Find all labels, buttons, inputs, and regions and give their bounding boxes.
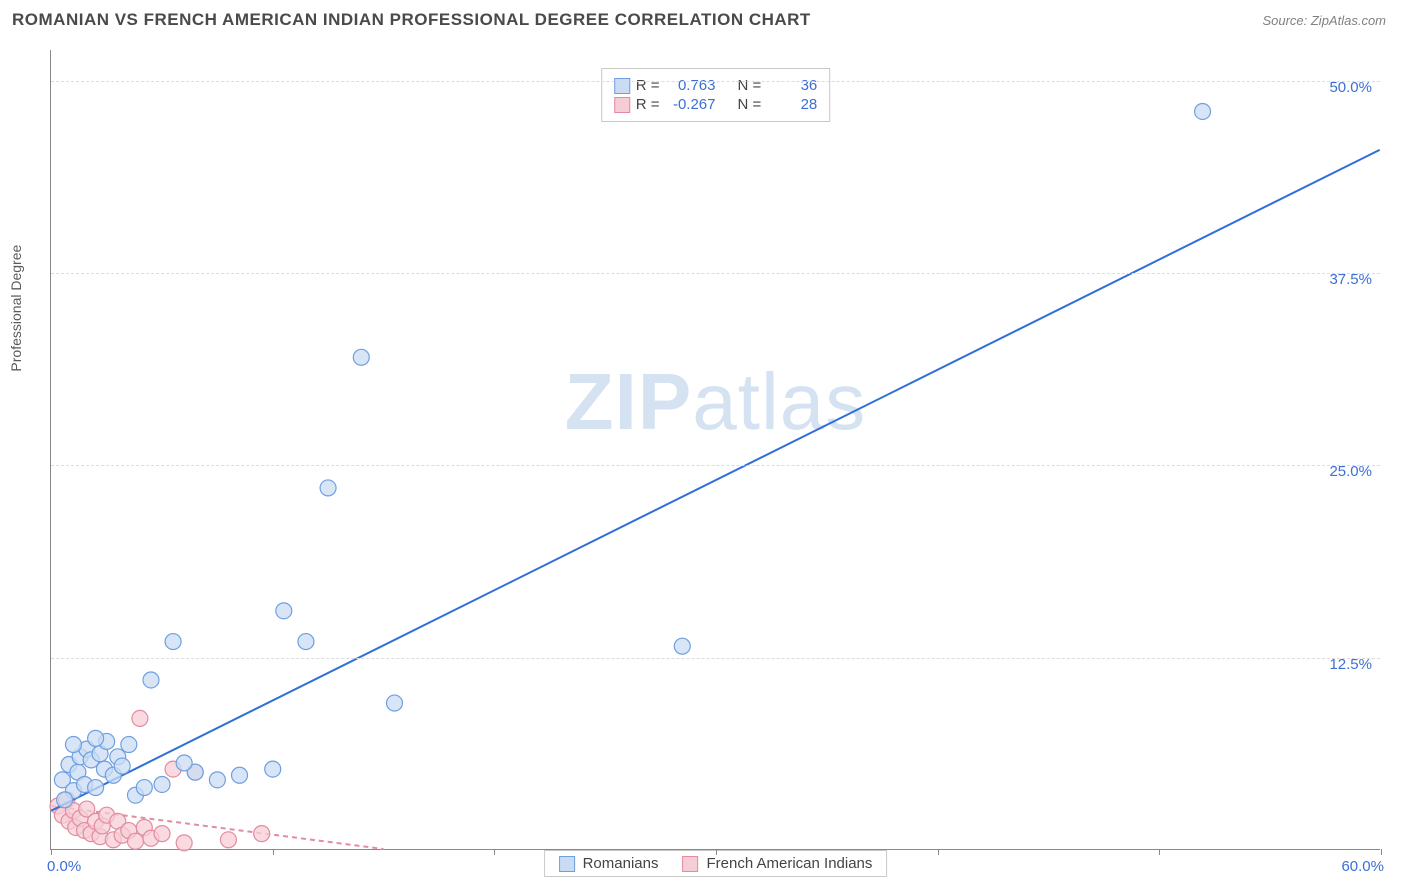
legend-label-a: Romanians [583, 855, 659, 872]
y-tick-label: 25.0% [1329, 463, 1372, 480]
r-value-b: -0.267 [666, 96, 716, 113]
chart-title: ROMANIAN VS FRENCH AMERICAN INDIAN PROFE… [12, 10, 811, 30]
y-tick-label: 37.5% [1329, 271, 1372, 288]
title-bar: ROMANIAN VS FRENCH AMERICAN INDIAN PROFE… [0, 0, 1406, 35]
stats-row-a: R = 0.763 N = 36 [614, 77, 818, 94]
stats-row-b: R = -0.267 N = 28 [614, 96, 818, 113]
legend-item-b: French American Indians [682, 855, 872, 872]
y-axis-label: Professional Degree [8, 245, 24, 372]
plot-svg [51, 50, 1380, 849]
n-value-b: 28 [767, 96, 817, 113]
legend-swatch-a [559, 856, 575, 872]
y-tick-label: 12.5% [1329, 656, 1372, 673]
source-label: Source: ZipAtlas.com [1262, 13, 1386, 28]
x-min-label: 0.0% [47, 858, 81, 875]
r-label-b: R = [636, 96, 660, 113]
legend-label-b: French American Indians [706, 855, 872, 872]
stats-legend: R = 0.763 N = 36 R = -0.267 N = 28 [601, 68, 831, 122]
n-label-b: N = [738, 96, 762, 113]
legend-swatch-b [682, 856, 698, 872]
x-max-label: 60.0% [1341, 858, 1384, 875]
n-value-a: 36 [767, 77, 817, 94]
plot-area: ZIPatlas R = 0.763 N = 36 R = -0.267 N =… [50, 50, 1380, 850]
n-label-a: N = [738, 77, 762, 94]
swatch-b [614, 97, 630, 113]
y-tick-label: 50.0% [1329, 79, 1372, 96]
r-label-a: R = [636, 77, 660, 94]
r-value-a: 0.763 [666, 77, 716, 94]
chart-container: Professional Degree ZIPatlas R = 0.763 N… [0, 35, 1406, 885]
legend-item-a: Romanians [559, 855, 659, 872]
